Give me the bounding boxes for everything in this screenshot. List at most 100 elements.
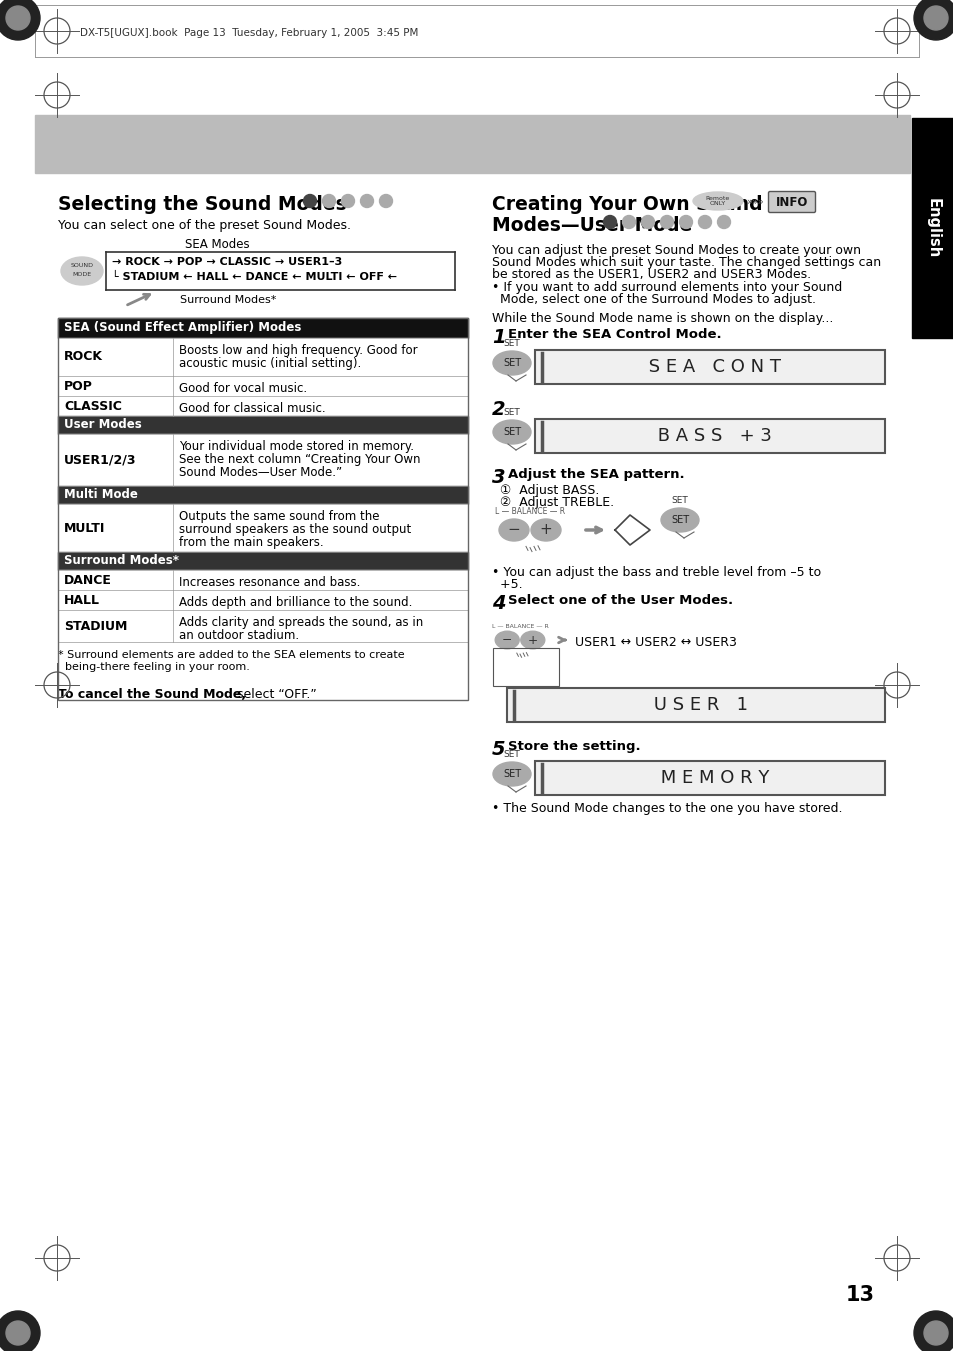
- Text: S E A   C O N T: S E A C O N T: [642, 358, 786, 376]
- Text: select “OFF.”: select “OFF.”: [233, 688, 316, 701]
- Bar: [58, 611, 468, 642]
- Circle shape: [923, 1321, 947, 1346]
- Circle shape: [679, 216, 692, 228]
- Ellipse shape: [531, 519, 560, 540]
- Text: +5.: +5.: [492, 578, 522, 590]
- Ellipse shape: [493, 762, 531, 786]
- Circle shape: [0, 0, 40, 41]
- Text: INFO: INFO: [775, 196, 807, 208]
- Bar: [535, 419, 884, 453]
- Text: Modes—User Mode: Modes—User Mode: [492, 216, 692, 235]
- Bar: [535, 350, 884, 384]
- Text: U S E R   1: U S E R 1: [647, 696, 753, 713]
- Text: B A S S   + 3: B A S S + 3: [652, 427, 777, 444]
- Circle shape: [659, 216, 673, 228]
- Ellipse shape: [495, 631, 518, 648]
- Circle shape: [360, 195, 374, 208]
- Text: Increases resonance and bass.: Increases resonance and bass.: [179, 576, 360, 589]
- Text: User Modes: User Modes: [64, 419, 142, 431]
- Text: Remote
ONLY: Remote ONLY: [705, 196, 729, 207]
- Text: MODE: MODE: [72, 272, 91, 277]
- Text: 4: 4: [492, 594, 505, 613]
- Ellipse shape: [520, 631, 544, 648]
- Text: SET: SET: [503, 339, 519, 349]
- Text: −: −: [501, 634, 512, 647]
- Circle shape: [717, 216, 730, 228]
- Text: See the next column “Creating Your Own: See the next column “Creating Your Own: [179, 453, 420, 466]
- Text: an outdoor stadium.: an outdoor stadium.: [179, 630, 299, 642]
- Text: While the Sound Mode name is shown on the display...: While the Sound Mode name is shown on th…: [492, 312, 833, 326]
- Bar: [35, 5, 918, 57]
- Circle shape: [6, 5, 30, 30]
- Text: Enter the SEA Control Mode.: Enter the SEA Control Mode.: [507, 328, 720, 340]
- Text: USER1 ↔ USER2 ↔ USER3: USER1 ↔ USER2 ↔ USER3: [575, 636, 736, 648]
- Text: Adjust the SEA pattern.: Adjust the SEA pattern.: [507, 467, 684, 481]
- Ellipse shape: [61, 257, 103, 285]
- Text: −: −: [507, 523, 519, 538]
- Text: • If you want to add surround elements into your Sound: • If you want to add surround elements i…: [492, 281, 841, 295]
- Text: SET: SET: [502, 358, 520, 367]
- Bar: [58, 396, 468, 416]
- Bar: [58, 504, 468, 553]
- Circle shape: [923, 5, 947, 30]
- Circle shape: [603, 216, 616, 228]
- Text: To cancel the Sound Mode,: To cancel the Sound Mode,: [58, 688, 246, 701]
- Text: +: +: [539, 523, 552, 538]
- Circle shape: [913, 0, 953, 41]
- Text: Multi Mode: Multi Mode: [64, 489, 138, 501]
- Text: 5: 5: [492, 740, 505, 759]
- Ellipse shape: [493, 420, 531, 444]
- Ellipse shape: [660, 508, 699, 532]
- Text: MULTI: MULTI: [64, 521, 105, 535]
- Bar: [58, 434, 468, 486]
- Text: SET: SET: [503, 408, 519, 417]
- Ellipse shape: [692, 192, 742, 209]
- Text: »»»: »»»: [745, 197, 762, 207]
- Text: Sound Modes—User Mode.”: Sound Modes—User Mode.”: [179, 466, 342, 480]
- Bar: [58, 486, 468, 504]
- Text: Outputs the same sound from the: Outputs the same sound from the: [179, 509, 379, 523]
- Text: ROCK: ROCK: [64, 350, 103, 363]
- Circle shape: [341, 195, 355, 208]
- Text: └ STADIUM ← HALL ← DANCE ← MULTI ← OFF ←: └ STADIUM ← HALL ← DANCE ← MULTI ← OFF ←: [112, 272, 396, 282]
- Circle shape: [379, 195, 392, 208]
- Text: • The Sound Mode changes to the one you have stored.: • The Sound Mode changes to the one you …: [492, 802, 841, 815]
- Text: Your individual mode stored in memory.: Your individual mode stored in memory.: [179, 440, 414, 453]
- Bar: [535, 761, 884, 794]
- Text: POP: POP: [64, 380, 92, 393]
- Text: STADIUM: STADIUM: [64, 620, 128, 632]
- Text: 3: 3: [492, 467, 505, 486]
- Text: L — BALANCE — R: L — BALANCE — R: [491, 624, 548, 628]
- Bar: [58, 338, 468, 376]
- FancyBboxPatch shape: [768, 192, 815, 212]
- Bar: [58, 317, 468, 338]
- Text: SET: SET: [671, 496, 688, 505]
- Text: ②  Adjust TREBLE.: ② Adjust TREBLE.: [499, 496, 614, 509]
- Text: * Surround elements are added to the SEA elements to create: * Surround elements are added to the SEA…: [58, 650, 404, 661]
- Text: SEA (Sound Effect Amplifier) Modes: SEA (Sound Effect Amplifier) Modes: [64, 322, 301, 335]
- Text: Good for vocal music.: Good for vocal music.: [179, 382, 307, 394]
- Text: CLASSIC: CLASSIC: [64, 400, 122, 412]
- Circle shape: [640, 216, 654, 228]
- Circle shape: [322, 195, 335, 208]
- Text: Store the setting.: Store the setting.: [507, 740, 640, 753]
- Text: Select one of the User Modes.: Select one of the User Modes.: [507, 594, 732, 607]
- Text: You can select one of the preset Sound Modes.: You can select one of the preset Sound M…: [58, 219, 351, 232]
- Text: Selecting the Sound Modes: Selecting the Sound Modes: [58, 195, 346, 213]
- Text: being-there feeling in your room.: being-there feeling in your room.: [58, 662, 250, 671]
- Bar: [58, 570, 468, 590]
- Text: Surround Modes*: Surround Modes*: [180, 295, 276, 305]
- Text: USER1/2/3: USER1/2/3: [64, 454, 136, 466]
- Circle shape: [6, 1321, 30, 1346]
- Bar: [58, 553, 468, 570]
- Bar: [506, 688, 884, 721]
- Text: → ROCK → POP → CLASSIC → USER1–3: → ROCK → POP → CLASSIC → USER1–3: [112, 257, 342, 267]
- Text: SET: SET: [502, 427, 520, 436]
- Circle shape: [913, 1310, 953, 1351]
- Bar: [58, 317, 468, 700]
- Text: Mode, select one of the Surround Modes to adjust.: Mode, select one of the Surround Modes t…: [492, 293, 815, 305]
- Text: English: English: [924, 197, 940, 258]
- Bar: [58, 590, 468, 611]
- Ellipse shape: [493, 351, 531, 376]
- Text: Surround Modes*: Surround Modes*: [64, 554, 179, 567]
